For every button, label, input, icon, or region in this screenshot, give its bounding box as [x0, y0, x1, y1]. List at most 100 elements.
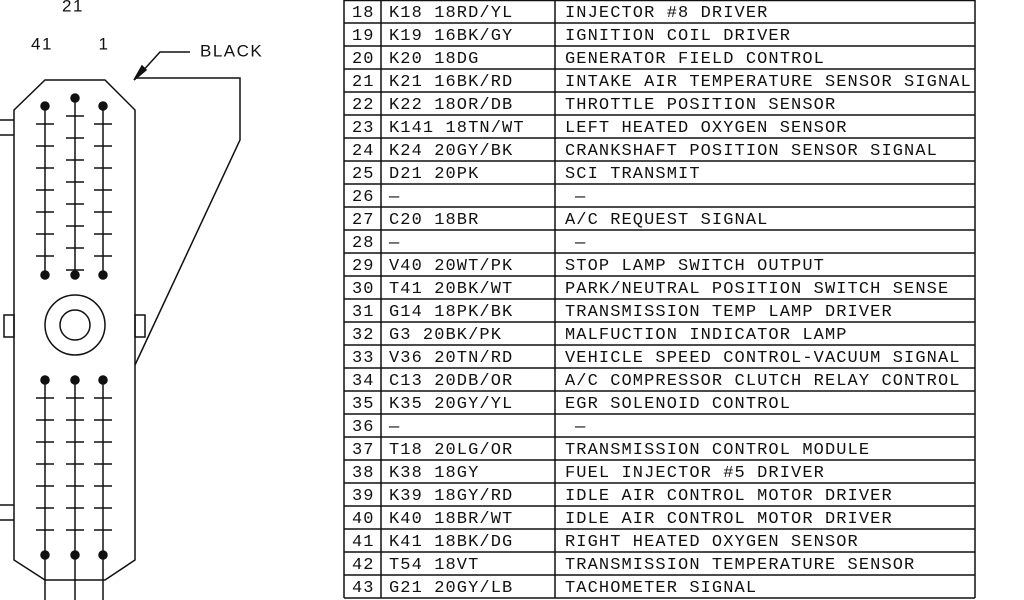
pin-dot	[70, 93, 80, 103]
pin-label: 1	[99, 34, 110, 53]
function: CRANKSHAFT POSITION SENSOR SIGNAL	[565, 142, 938, 161]
wire: K19 16BK/GY	[389, 27, 513, 46]
cavity: 28	[352, 234, 375, 253]
function: PARK/NEUTRAL POSITION SWITCH SENSE	[565, 280, 949, 299]
wire: G21 20GY/LB	[389, 579, 513, 598]
function: FUEL INJECTOR #5 DRIVER	[565, 464, 825, 483]
function: VEHICLE SPEED CONTROL-VACUUM SIGNAL	[565, 349, 961, 368]
function: TRANSMISSION TEMP LAMP DRIVER	[565, 303, 893, 322]
pin-label: 41	[31, 34, 53, 53]
leader-line	[139, 51, 190, 75]
cavity: 36	[352, 418, 375, 437]
pin-dot	[40, 375, 50, 385]
function: —	[574, 234, 586, 253]
center-hole	[59, 309, 91, 341]
wire: K18 18RD/YL	[389, 4, 513, 23]
cavity: 35	[352, 395, 375, 414]
wire: K38 18GY	[389, 464, 479, 483]
function: GENERATOR FIELD CONTROL	[565, 50, 825, 69]
function: TACHOMETER SIGNAL	[565, 579, 757, 598]
function: THROTTLE POSITION SENSOR	[565, 96, 836, 115]
wire: G14 18PK/BK	[389, 303, 513, 322]
function: A/C REQUEST SIGNAL	[565, 211, 768, 230]
cavity: 34	[352, 372, 375, 391]
wire: C20 18BR	[389, 211, 479, 230]
wire: —	[388, 188, 400, 207]
pin-dot	[40, 101, 50, 111]
function: IDLE AIR CONTROL MOTOR DRIVER	[565, 510, 893, 529]
connector: 21 41 1 BLACK	[0, 0, 263, 600]
table: 18 K18 18RD/YL INJECTOR #8 DRIVER 19 K19 16B…	[343, 0, 976, 599]
cavity: 33	[352, 349, 375, 368]
function: INTAKE AIR TEMPERATURE SENSOR SIGNAL	[565, 73, 972, 92]
pin-dot	[40, 550, 50, 560]
function: IDLE AIR CONTROL MOTOR DRIVER	[565, 487, 893, 506]
cavity: 22	[352, 96, 375, 115]
cavity: 26	[352, 188, 375, 207]
cavity: 19	[352, 27, 375, 46]
wire: G3 20BK/PK	[389, 326, 502, 345]
function: STOP LAMP SWITCH OUTPUT	[565, 257, 825, 276]
function: TRANSMISSION TEMPERATURE SENSOR	[565, 556, 915, 575]
wire: T54 18VT	[389, 556, 479, 575]
bracket-line	[134, 77, 241, 366]
pin-label: 21	[62, 0, 84, 15]
color-label: BLACK	[200, 41, 263, 60]
pin-dot	[70, 375, 80, 385]
cavity: 29	[352, 257, 375, 276]
cavity: 43	[352, 579, 375, 598]
cavity: 39	[352, 487, 375, 506]
pin-dot	[70, 270, 80, 280]
wire: K22 18OR/DB	[389, 96, 513, 115]
wire: K39 18GY/RD	[389, 487, 513, 506]
function: MALFUCTION INDICATOR LAMP	[565, 326, 848, 345]
function: A/C COMPRESSOR CLUTCH RELAY CONTROL	[565, 372, 961, 391]
pin-dot	[98, 375, 108, 385]
wire: K41 18BK/DG	[389, 533, 513, 552]
cavity: 18	[352, 4, 375, 23]
function: TRANSMISSION CONTROL MODULE	[565, 441, 870, 460]
function: —	[574, 188, 586, 207]
cavity: 27	[352, 211, 375, 230]
cavity: 24	[352, 142, 375, 161]
cavity: 38	[352, 464, 375, 483]
connector-body	[13, 79, 136, 581]
pin-dot	[98, 550, 108, 560]
cavity: 20	[352, 50, 375, 69]
wire: —	[388, 234, 400, 253]
cavity: 21	[352, 73, 375, 92]
function: —	[574, 418, 586, 437]
cavity: 40	[352, 510, 375, 529]
cavity: 41	[352, 533, 375, 552]
function: IGNITION COIL DRIVER	[565, 27, 791, 46]
side-tab	[134, 314, 146, 338]
function: LEFT HEATED OXYGEN SENSOR	[565, 119, 848, 138]
pin-dot	[98, 101, 108, 111]
function: RIGHT HEATED OXYGEN SENSOR	[565, 533, 859, 552]
cavity: 31	[352, 303, 375, 322]
cavity: 37	[352, 441, 375, 460]
function: EGR SOLENOID CONTROL	[565, 395, 791, 414]
wire: K40 18BR/WT	[389, 510, 513, 529]
wire: K141 18TN/WT	[389, 119, 525, 138]
arrow	[133, 64, 148, 81]
pin-dot	[70, 550, 80, 560]
wire: K35 20GY/YL	[389, 395, 513, 414]
wire: T18 20LG/OR	[389, 441, 513, 460]
cavity: 30	[352, 280, 375, 299]
cavity: 42	[352, 556, 375, 575]
function: INJECTOR #8 DRIVER	[565, 4, 768, 23]
pin-dot	[98, 270, 108, 280]
side-tab	[3, 314, 15, 338]
wire: K20 18DG	[389, 50, 479, 69]
pin-dot	[40, 270, 50, 280]
wire: D21 20PK	[389, 165, 479, 184]
wire: K21 16BK/RD	[389, 73, 513, 92]
center-boss	[44, 294, 106, 356]
wire: C13 20DB/OR	[389, 372, 513, 391]
cavity: 23	[352, 119, 375, 138]
wire: V40 20WT/PK	[389, 257, 513, 276]
